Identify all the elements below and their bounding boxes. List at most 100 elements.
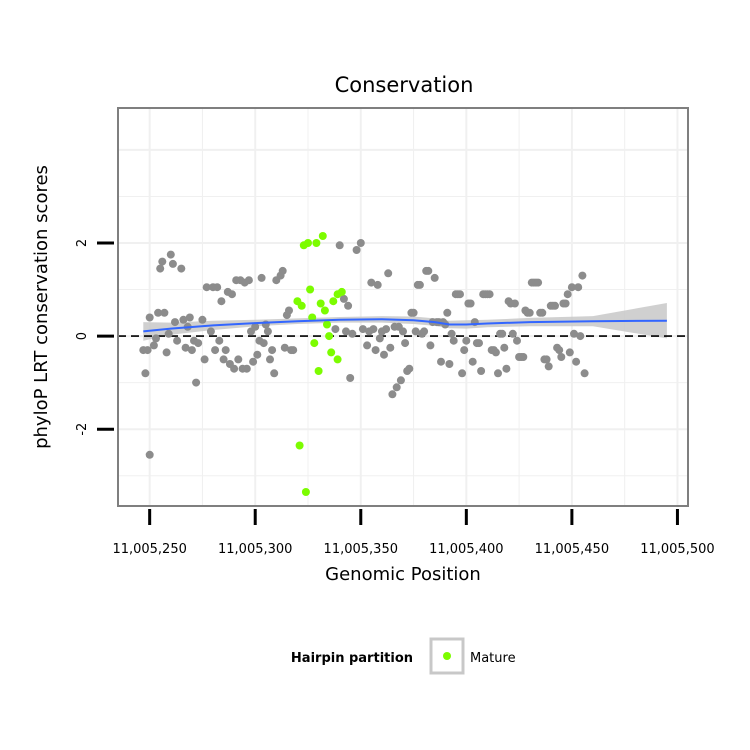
other-point xyxy=(200,355,209,364)
other-point xyxy=(460,346,469,355)
mature-point xyxy=(312,239,321,247)
other-point xyxy=(561,299,570,308)
mature-point xyxy=(314,367,323,375)
other-point xyxy=(266,355,274,364)
other-point xyxy=(443,308,452,317)
mature-point xyxy=(333,355,342,364)
other-point xyxy=(339,294,348,303)
other-point xyxy=(375,334,384,343)
other-point xyxy=(477,367,486,375)
other-point xyxy=(534,278,543,287)
other-point xyxy=(580,369,589,378)
other-point xyxy=(230,364,239,373)
other-point xyxy=(154,308,163,317)
y-tick-label: -2 xyxy=(75,423,90,436)
other-point xyxy=(202,283,211,292)
other-point xyxy=(348,329,357,338)
other-point xyxy=(420,327,429,336)
other-point xyxy=(551,301,559,310)
mature-point xyxy=(304,239,312,247)
other-point xyxy=(513,336,521,345)
other-point xyxy=(371,346,380,355)
x-tick-label: 11,005,350 xyxy=(324,542,398,557)
other-point xyxy=(392,383,401,392)
mature-point xyxy=(295,441,304,450)
other-point xyxy=(356,239,365,247)
other-point xyxy=(141,369,150,378)
other-point xyxy=(259,339,268,348)
other-point xyxy=(158,257,167,266)
other-point xyxy=(344,301,353,310)
other-point xyxy=(519,353,528,361)
mature-point xyxy=(327,348,336,357)
other-point xyxy=(242,364,251,373)
other-point xyxy=(342,327,350,336)
plot-panel-border xyxy=(117,107,689,507)
other-point xyxy=(270,369,279,378)
other-point xyxy=(228,290,236,299)
other-point xyxy=(380,350,388,359)
other-point xyxy=(187,346,196,355)
other-point xyxy=(149,341,158,350)
smooth-trend-line xyxy=(143,318,667,333)
mature-point xyxy=(325,332,334,341)
mature-point xyxy=(297,301,306,310)
y-tick-label: 2 xyxy=(75,239,90,247)
other-point xyxy=(500,343,509,352)
mature-point xyxy=(318,232,327,240)
y-tick-label: 0 xyxy=(75,332,90,340)
other-point xyxy=(198,315,207,324)
other-point xyxy=(160,308,169,317)
x-axis-title: Genomic Position xyxy=(325,564,481,585)
other-point xyxy=(335,241,344,250)
other-point xyxy=(399,327,407,336)
other-point xyxy=(445,360,454,368)
other-point xyxy=(494,369,502,378)
other-point xyxy=(352,246,361,254)
other-point xyxy=(234,355,243,364)
other-point xyxy=(181,343,190,352)
x-tick-label: 11,005,250 xyxy=(112,542,186,557)
other-point xyxy=(213,283,222,292)
other-point xyxy=(251,322,260,331)
other-point xyxy=(565,348,574,357)
other-point xyxy=(542,355,551,364)
other-point xyxy=(570,329,578,338)
other-point xyxy=(346,374,355,382)
confidence-ribbon xyxy=(143,303,667,341)
other-point xyxy=(219,355,228,364)
mature-point xyxy=(323,320,331,329)
other-point xyxy=(289,346,298,355)
other-point xyxy=(468,357,477,366)
other-point xyxy=(217,297,226,306)
legend-mature-dot xyxy=(443,652,451,660)
scatter-points xyxy=(139,232,589,496)
mature-point xyxy=(310,339,319,348)
other-point xyxy=(280,343,289,352)
other-point xyxy=(179,315,188,324)
mature-point xyxy=(306,285,315,294)
mature-point xyxy=(333,290,342,299)
legend: Hairpin partition Mature xyxy=(291,637,516,675)
other-point xyxy=(401,339,410,348)
other-point xyxy=(278,266,287,275)
other-point xyxy=(164,329,173,338)
other-point xyxy=(166,250,175,259)
legend-label-mature: Mature xyxy=(470,651,516,666)
other-point xyxy=(525,308,534,317)
other-point xyxy=(447,329,456,338)
other-point xyxy=(192,378,201,387)
other-point xyxy=(563,290,572,299)
other-point xyxy=(211,346,220,355)
other-point xyxy=(263,327,272,336)
other-point xyxy=(409,308,418,317)
other-point xyxy=(253,350,262,359)
mature-point xyxy=(329,297,338,306)
other-point xyxy=(363,341,372,350)
x-tick-label: 11,005,500 xyxy=(640,542,714,557)
other-point xyxy=(424,266,433,275)
other-point xyxy=(437,357,445,366)
chart-title: Conservation xyxy=(335,73,474,97)
other-point xyxy=(221,346,230,355)
